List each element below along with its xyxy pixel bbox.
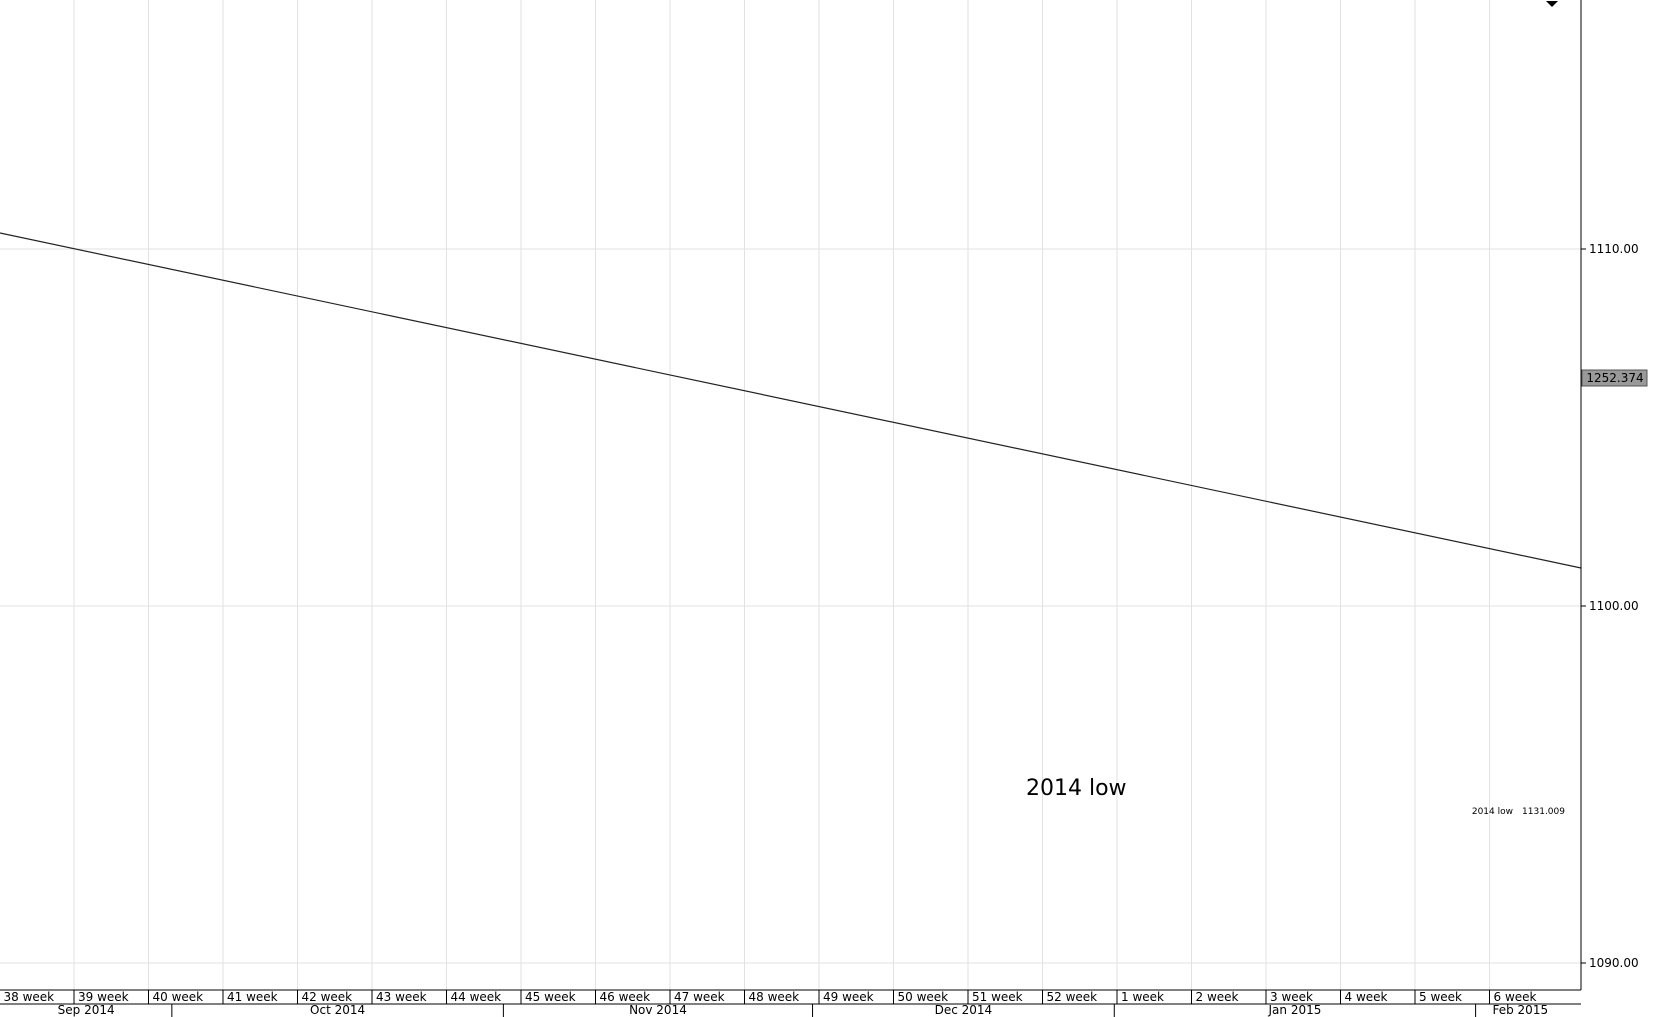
x-month-label: Nov 2014 [629,1003,687,1017]
x-month-label: Dec 2014 [935,1003,993,1017]
x-month-label: Jan 2015 [1268,1003,1322,1017]
x-week-label: 40 week [153,990,204,1004]
x-week-label: 48 week [749,990,800,1004]
y-tick-label: 1110.00 [1589,242,1639,256]
x-week-label: 1 week [1121,990,1164,1004]
x-week-label: 46 week [600,990,651,1004]
chevron-down-icon[interactable] [1546,1,1558,7]
x-week-label: 49 week [823,990,874,1004]
y-tick-label: 1100.00 [1589,599,1639,613]
x-week-label: 43 week [376,990,427,1004]
x-week-label: 6 week [1494,990,1537,1004]
overlay-lines [0,232,1582,569]
x-week-label: 2 week [1196,990,1239,1004]
low-line-label: 2014 low [1472,807,1513,817]
x-week-label: 45 week [525,990,576,1004]
x-week-label: 41 week [227,990,278,1004]
x-month-label: Sep 2014 [58,1003,115,1017]
y-tick-label: 1090.00 [1589,956,1639,970]
grid [0,0,1581,990]
x-week-label: 47 week [674,990,725,1004]
x-week-label: 42 week [302,990,353,1004]
low-annotation: 2014 low [1026,776,1127,801]
x-month-label: Feb 2015 [1492,1003,1548,1017]
x-month-label: Oct 2014 [310,1003,365,1017]
x-week-label: 44 week [451,990,502,1004]
x-week-label: 51 week [972,990,1023,1004]
low-line-value: 1131.009 [1522,807,1565,817]
current-price-box [1581,369,1648,387]
x-week-label: 50 week [898,990,949,1004]
x-week-label: 4 week [1345,990,1388,1004]
x-week-label: 3 week [1270,990,1313,1004]
x-week-label: 39 week [78,990,129,1004]
x-week-label: 5 week [1419,990,1462,1004]
labels: 2014 low 2014 low 1131.009 1252.374 [1026,369,1648,817]
x-week-label: 52 week [1047,990,1098,1004]
trend-line [0,232,1582,569]
x-week-label: 38 week [4,990,55,1004]
current-price-label: 1252.374 [1586,371,1643,385]
